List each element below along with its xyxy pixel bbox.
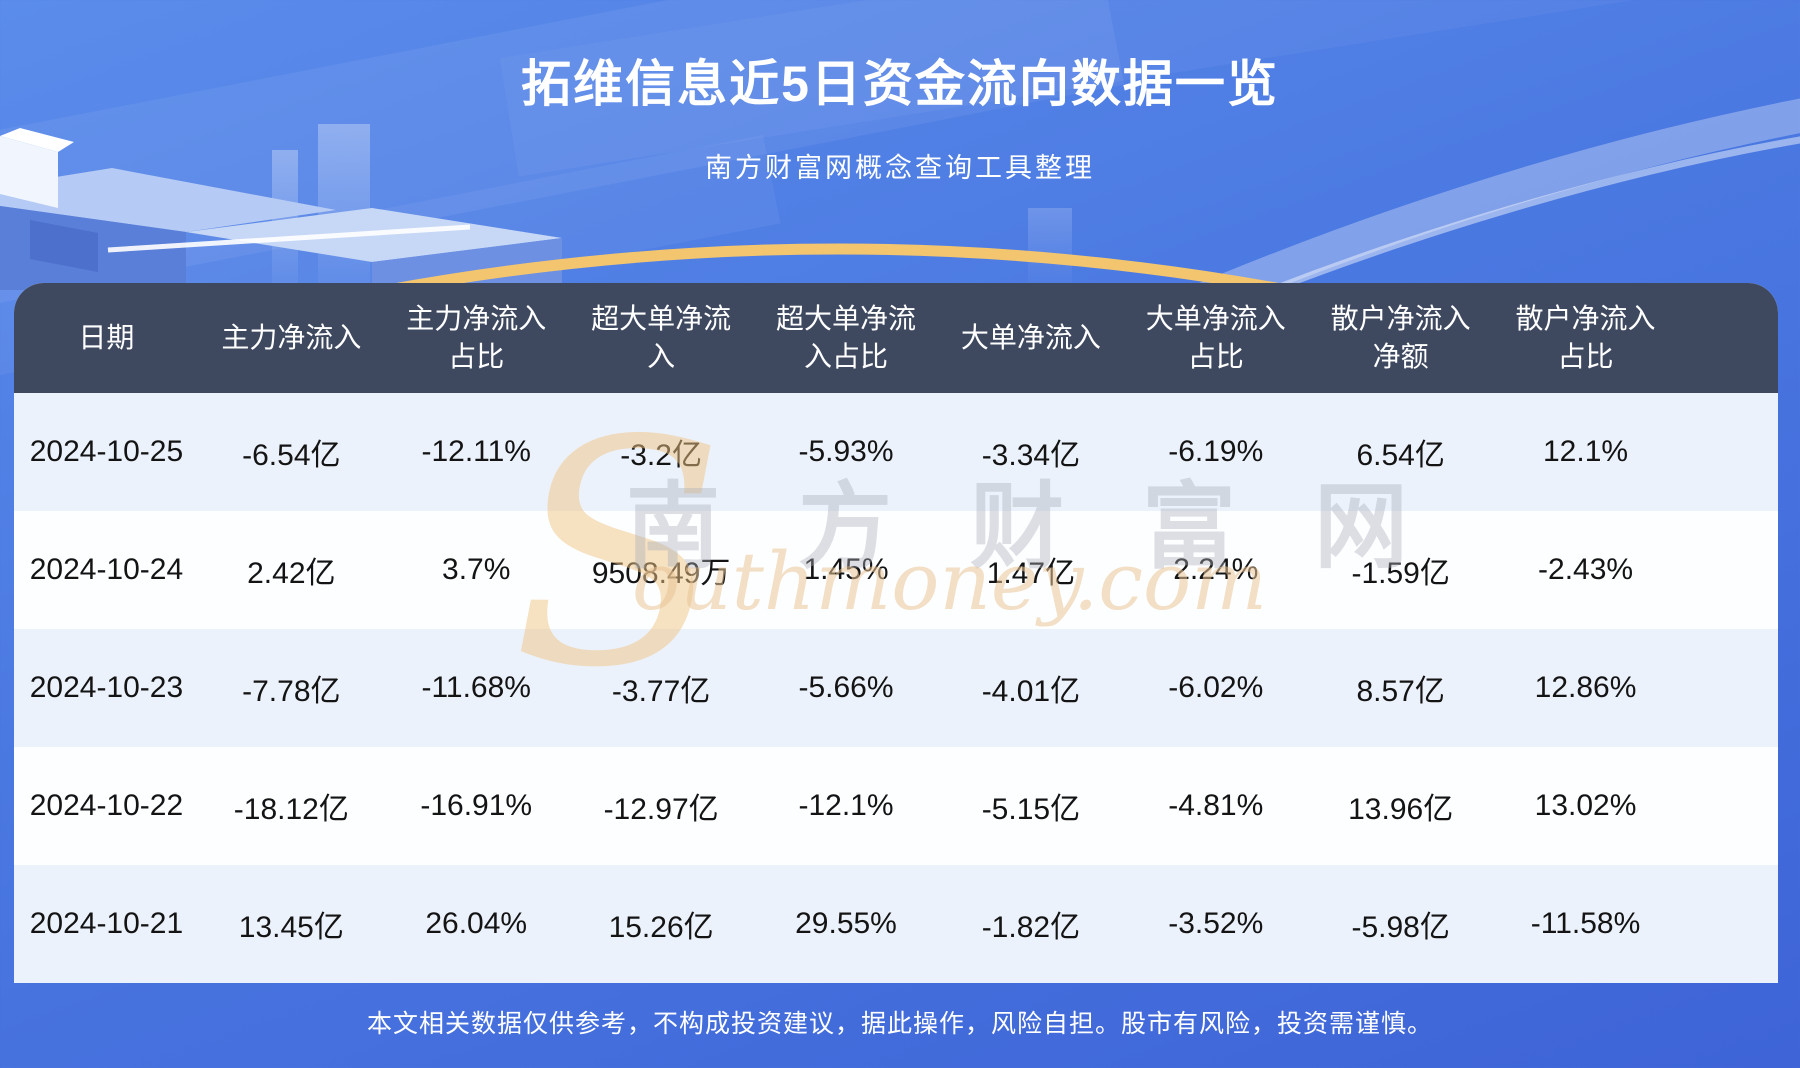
cell: -4.81% (1168, 789, 1264, 822)
cell: -5.66% (798, 671, 894, 704)
cell: 2024-10-25 (29, 435, 184, 468)
cell: 13.96亿 (1348, 793, 1454, 826)
table-body: 2024-10-25 -6.54亿 -12.11% -3.2亿 -5.93% -3.34亿… (14, 393, 1778, 983)
table-row: 2024-10-24 2.42亿 3.7% 9508.49万 1.45% 1.47亿 2.2… (14, 511, 1778, 629)
cell: -11.58% (1530, 907, 1641, 940)
glass-pane-decoration (1028, 208, 1072, 284)
header-cell: 散户净流入净额 (1330, 303, 1471, 372)
cell: -11.68% (421, 671, 531, 704)
cell: -3.52% (1168, 907, 1264, 940)
header-cell: 大单净流入 (960, 322, 1101, 354)
cell: 2024-10-22 (29, 789, 184, 822)
cell: 9508.49万 (591, 557, 731, 590)
cell: 12.1% (1543, 435, 1629, 468)
cell: -12.11% (421, 435, 531, 468)
table-row: 2024-10-21 13.45亿 26.04% 15.26亿 29.55% -1.82亿… (14, 865, 1778, 983)
cell: -12.1% (798, 789, 894, 822)
cell: -18.12亿 (233, 793, 349, 826)
cell: -1.82亿 (981, 911, 1081, 944)
cell: 2024-10-24 (29, 553, 184, 586)
cell: -3.2亿 (620, 439, 702, 472)
cell: 2024-10-21 (29, 907, 184, 940)
cell: -5.15亿 (981, 793, 1081, 826)
cell: 12.86% (1534, 671, 1637, 704)
table-row: 2024-10-23 -7.78亿 -11.68% -3.77亿 -5.66% -4.01… (14, 629, 1778, 747)
header-cell: 超大单净流入 (591, 303, 732, 372)
page-title: 拓维信息近5日资金流向数据一览 (521, 56, 1279, 112)
cell: -16.91% (420, 789, 533, 822)
header-cell: 日期 (78, 322, 135, 354)
cell: -7.78亿 (242, 675, 341, 708)
cell: 2024-10-23 (29, 671, 184, 704)
cell: 26.04% (425, 907, 528, 940)
capital-flow-table: 日期 主力净流入 主力净流入占比 超大单净流入 超大单净流入占比 大单净流入 大单净流入占比… (14, 283, 1778, 983)
table-header: 日期 主力净流入 主力净流入占比 超大单净流入 超大单净流入占比 大单净流入 大单净流入占比… (14, 283, 1778, 393)
cell: -1.59亿 (1351, 557, 1450, 590)
cell: -6.19% (1168, 435, 1264, 468)
cell: 2.42亿 (247, 557, 336, 590)
header-cell: 主力净流入占比 (406, 303, 547, 372)
cell: 1.47亿 (986, 557, 1076, 590)
header-cell: 超大单净流入占比 (775, 303, 916, 372)
cell: 13.45亿 (238, 911, 344, 944)
cell: 29.55% (795, 907, 897, 940)
header-cell: 大单净流入占比 (1145, 303, 1286, 372)
cell: 3.7% (442, 553, 511, 586)
cell: 6.54亿 (1356, 439, 1445, 472)
cell: -6.54亿 (242, 439, 341, 472)
cell: -12.97亿 (603, 793, 719, 826)
cell: -3.34亿 (981, 439, 1081, 472)
cell: -5.98亿 (1351, 911, 1450, 944)
cell: 8.57亿 (1356, 675, 1445, 708)
page-subtitle: 南方财富网概念查询工具整理 (705, 153, 1095, 183)
header-cell: 主力净流入 (221, 322, 362, 354)
table-row: 2024-10-25 -6.54亿 -12.11% -3.2亿 -5.93% -3.34亿… (14, 393, 1778, 511)
cell: 2.24% (1173, 553, 1259, 586)
cell: -2.43% (1538, 553, 1634, 586)
cell: 1.45% (803, 553, 889, 586)
cell: -4.01亿 (981, 675, 1081, 708)
table-row: 2024-10-22 -18.12亿 -16.91% -12.97亿 -12.1% -5.… (14, 747, 1778, 865)
disclaimer-text: 本文相关数据仅供参考，不构成投资建议，据此操作，风险自担。股市有风险，投资需谨慎… (366, 1010, 1433, 1038)
header-cell: 散户净流入占比 (1515, 303, 1656, 372)
cell: -5.93% (798, 435, 894, 468)
cell: -3.77亿 (611, 675, 711, 708)
cell: 15.26亿 (608, 911, 714, 944)
cell: 13.02% (1534, 789, 1637, 822)
cell: -6.02% (1168, 671, 1264, 704)
